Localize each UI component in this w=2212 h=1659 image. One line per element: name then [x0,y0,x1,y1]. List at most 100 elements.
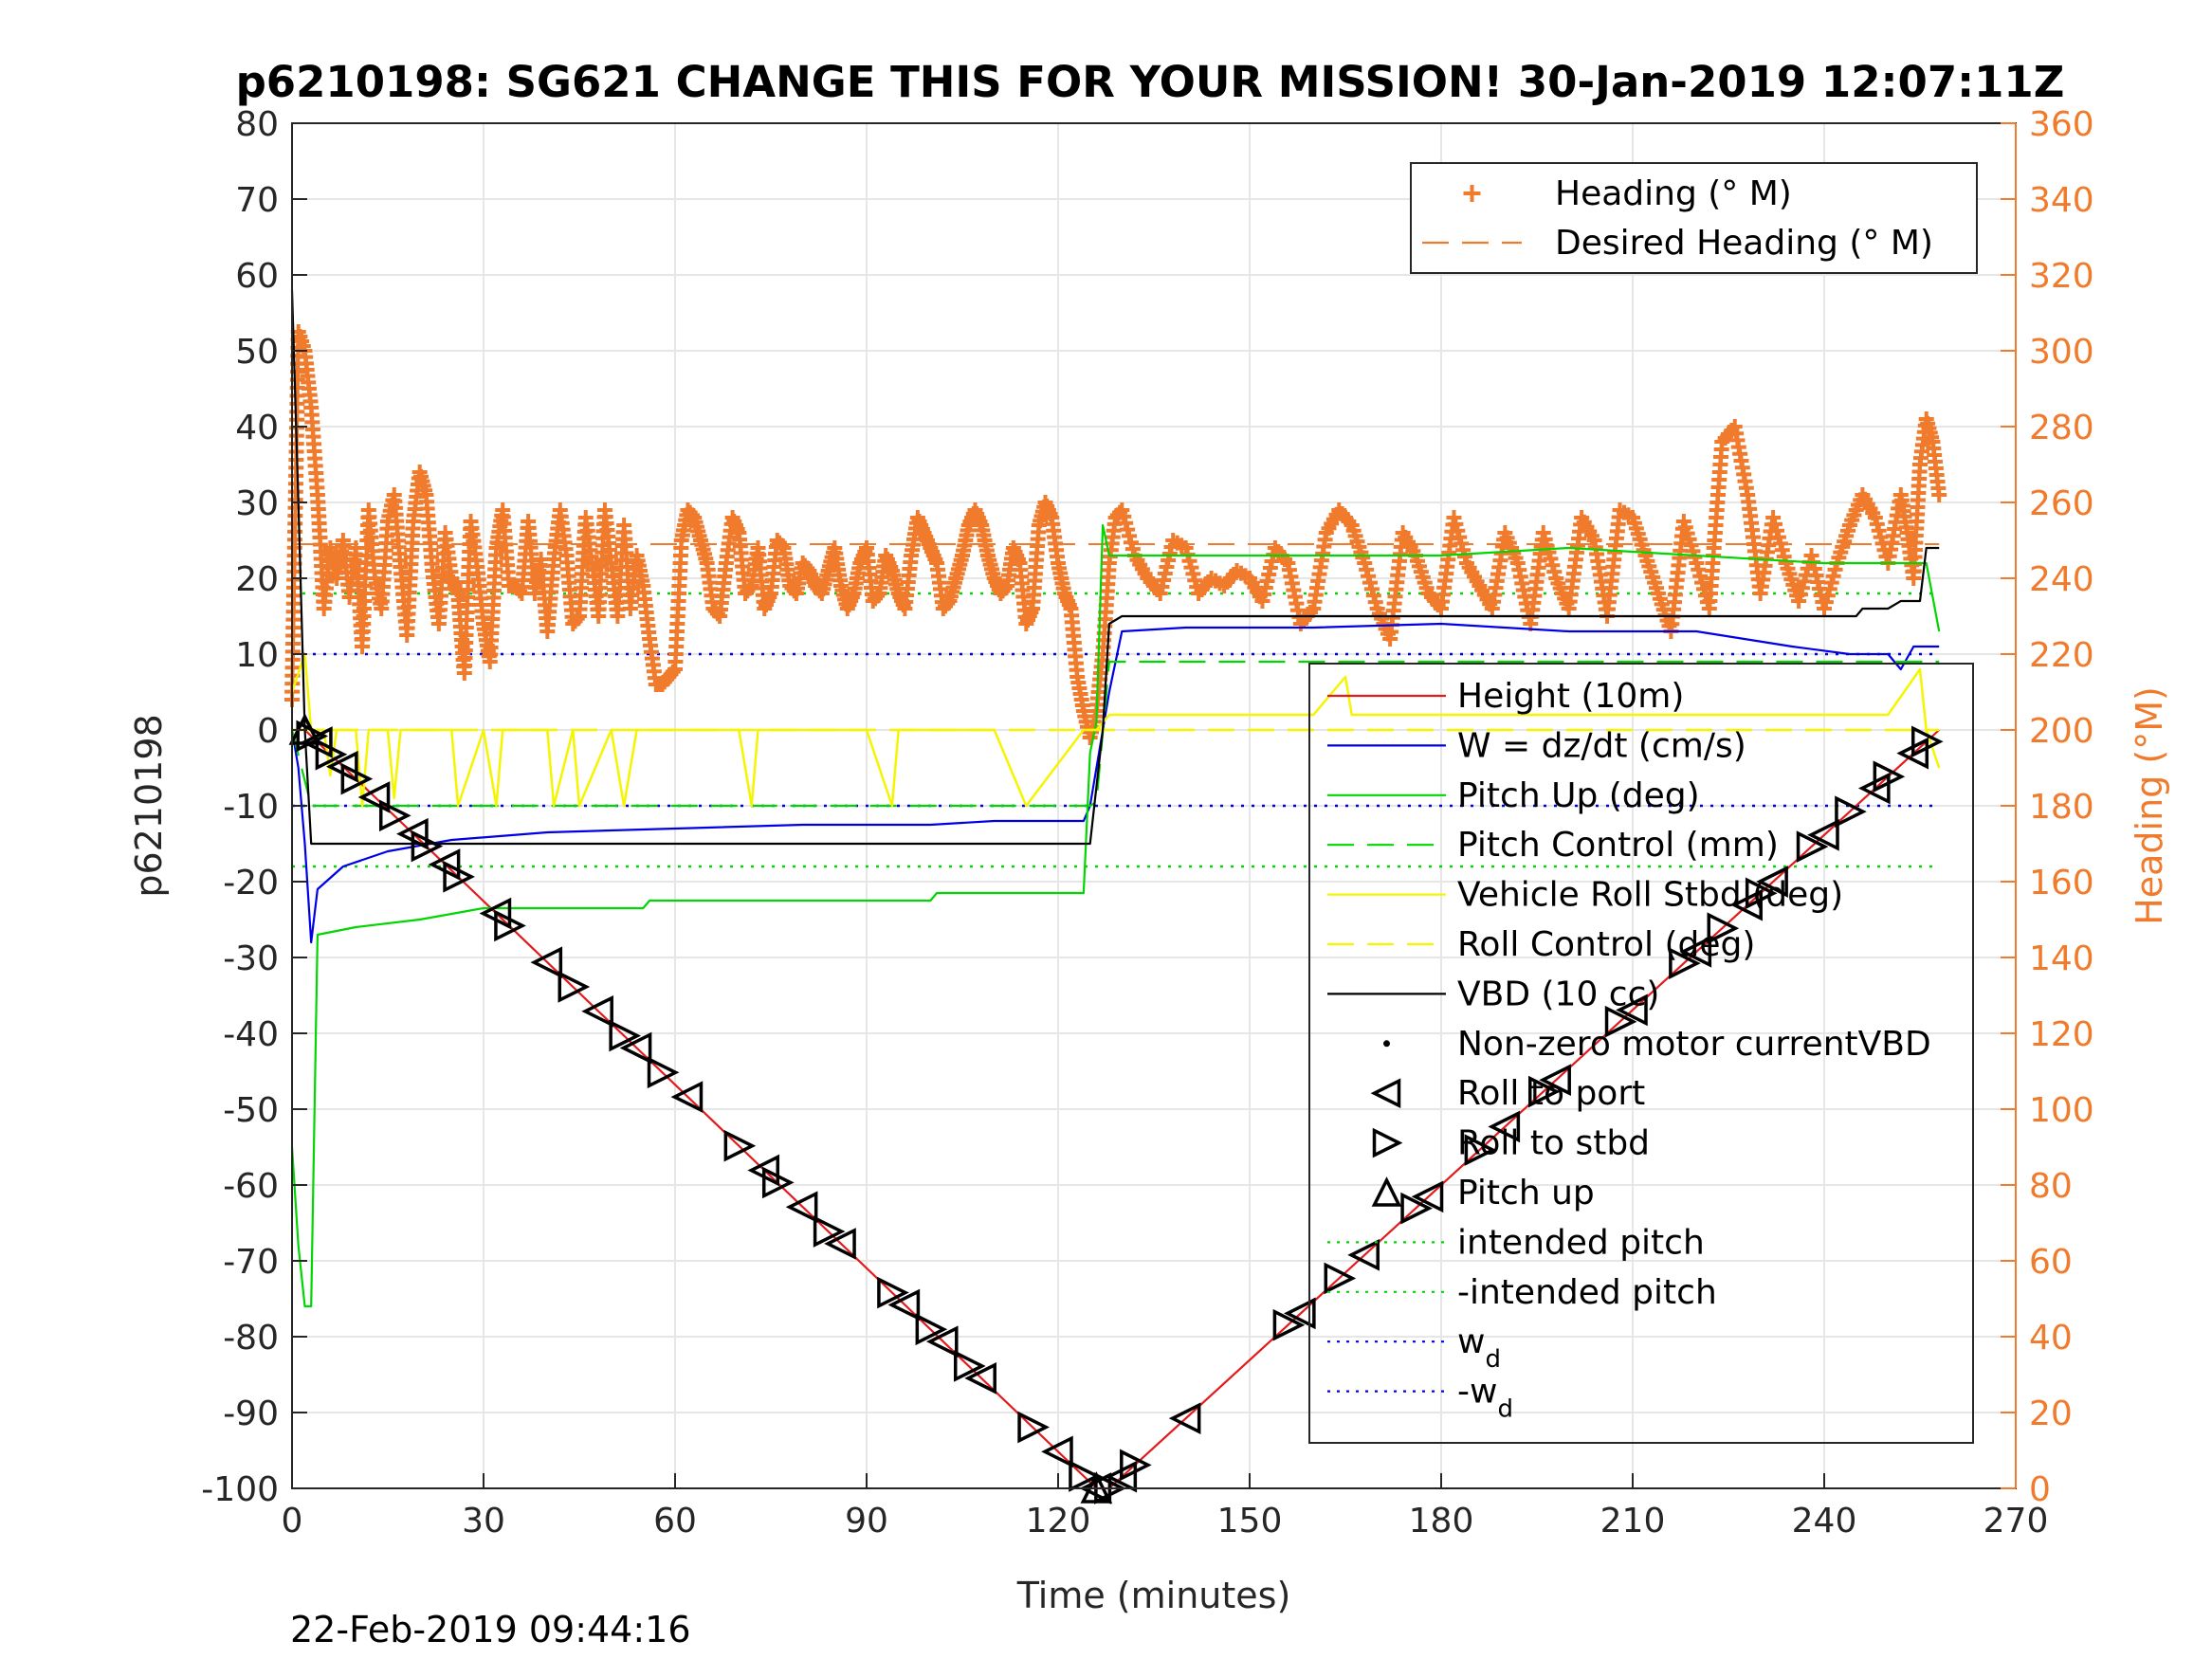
y-tick-label: 10 [235,636,279,675]
marker-roll-to-port [670,1081,704,1113]
y-tick-label: 0 [257,712,279,751]
legend-label: Roll Control (deg) [1457,925,1755,964]
marker-roll-to-port [1807,818,1839,851]
marker-roll-to-port [1756,866,1788,898]
legend-entry: Pitch Up (deg) [1327,776,1700,815]
legend-entry: Non-zero motor currentVBD [1383,1025,1931,1064]
marker-roll-to-stbd [1400,1192,1433,1225]
y-tick-label: 80 [235,105,279,144]
legend-label: wd [1457,1322,1501,1374]
marker-roll-to-stbd [915,1313,948,1346]
marker-roll-to-port [1679,936,1712,968]
y-tick-label: -20 [223,864,279,902]
y-tick-label: -100 [201,1470,279,1509]
marker-roll-to-port [887,1288,921,1322]
marker-roll-to-stbd [443,861,475,893]
legend-label: -wd [1457,1373,1513,1424]
legend-label: Pitch up [1457,1174,1595,1212]
y2-tick-label: 340 [2029,181,2094,220]
y-tick-label: 60 [235,257,279,296]
y2-tick-label: 140 [2029,939,2094,978]
series-pitch-up-deg [290,523,1941,1308]
marker-roll-to-stbd [1873,760,1906,793]
marker-roll-to-stbd [1464,1134,1497,1166]
series-layer [290,289,1941,1490]
marker-roll-to-port [1347,1239,1380,1271]
marker-roll-to-port [1041,1435,1073,1468]
legend-label: Vehicle Roll Stbd (deg) [1457,876,1843,915]
chart-title: p6210198: SG621 CHANGE THIS FOR YOUR MIS… [236,57,2065,107]
y-axis-label: p6210198 [128,714,170,897]
heading-point [869,588,886,604]
y2-tick-label: 260 [2029,484,2094,523]
legend-label: Roll to port [1457,1074,1645,1113]
y2-tick-label: 80 [2029,1167,2073,1206]
y2-tick-label: 220 [2029,636,2094,675]
y-tick-label: 50 [235,333,279,372]
x-tick-label: 30 [462,1502,505,1540]
y2-tick-label: 40 [2029,1319,2073,1358]
legend-entry: VBD (10 cc) [1327,975,1659,1013]
legend-label: Pitch Up (deg) [1457,776,1700,815]
marker-roll-to-stbd [378,799,411,832]
grid-lines [291,122,2017,1489]
y2-tick-label: 60 [2029,1243,2073,1282]
heading-point [741,580,758,596]
y-tick-label: 30 [235,484,279,523]
legend-box [1410,162,1978,274]
x-tick-label: 210 [1600,1502,1666,1540]
marker-roll-to-stbd [877,1276,909,1309]
marker-roll-to-stbd [1527,1075,1561,1108]
legend-label: intended pitch [1457,1223,1705,1262]
legend-entry: W = dz/dt (cm/s) [1327,726,1746,765]
marker-roll-to-port [619,1031,652,1065]
legend-entry: Roll Control (deg) [1327,925,1755,964]
legend-entry: Roll to stbd [1372,1124,1650,1163]
marker-roll-to-port [1616,994,1648,1027]
heading-legend: Heading (° M) Desired Heading (° M) [1410,162,1978,274]
y2-tick-label: 20 [2029,1395,2073,1433]
x-tick-label: 270 [1983,1502,2049,1540]
x-tick-label: 0 [282,1502,303,1540]
legend-entry: -wd [1327,1373,1513,1424]
legend-entry: Desired Heading (° M) [1422,224,1933,263]
y2-tick-label: 100 [2029,1091,2094,1130]
marker-roll-to-stbd [1324,1262,1357,1295]
y-tick-label: -80 [223,1319,279,1358]
y-tick-label: -30 [223,939,279,978]
marker-roll-to-stbd [1835,795,1867,828]
legend-label: Height (10m) [1457,677,1684,716]
y2-tick-label: 240 [2029,560,2094,599]
heading-point [665,664,681,680]
y2-tick-label: 120 [2029,1015,2094,1054]
legend-entry: Pitch Control (mm) [1327,826,1779,865]
marker-roll-to-port [1488,1110,1521,1143]
x-tick-label: 180 [1409,1502,1474,1540]
marker-roll-to-stbd [1707,912,1740,945]
x-tick-label: 90 [845,1502,888,1540]
x-tick-label: 240 [1792,1502,1857,1540]
marker-roll-to-stbd [1669,947,1701,979]
marker-roll-to-stbd [315,738,348,771]
y2-axis-label: Heading (°M) [2129,686,2170,925]
legend-label: VBD (10 cc) [1457,975,1659,1013]
y-axis-ticks: 80 70 60 50 40 30 20 10 0 -10 -20 -30 -40 -50 -60 -70 -8… [201,105,307,1509]
marker-roll-to-port [925,1325,959,1358]
marker-roll-to-stbd [1120,1449,1152,1482]
marker-roll-to-stbd [1910,725,1944,758]
legend-entry: wd [1327,1322,1501,1374]
marker-roll-to-stbd [647,1056,680,1089]
marker-roll-to-stbd [1796,830,1829,863]
legend-label: Pitch Control (mm) [1457,826,1779,865]
legend-label: Desired Heading (° M) [1555,224,1933,263]
y2-tick-label: 180 [2029,788,2094,827]
legend-label: Heading (° M) [1555,174,1792,213]
legend-label: W = dz/dt (cm/s) [1457,726,1746,765]
legend-label: Non-zero motor currentVBD [1457,1025,1931,1064]
legend-entry: Vehicle Roll Stbd (deg) [1327,876,1843,915]
legend-entry: -intended pitch [1327,1273,1717,1312]
x-tick-label: 60 [653,1502,697,1540]
marker-roll-to-port [1283,1297,1316,1330]
y-tick-label: 20 [235,560,279,599]
